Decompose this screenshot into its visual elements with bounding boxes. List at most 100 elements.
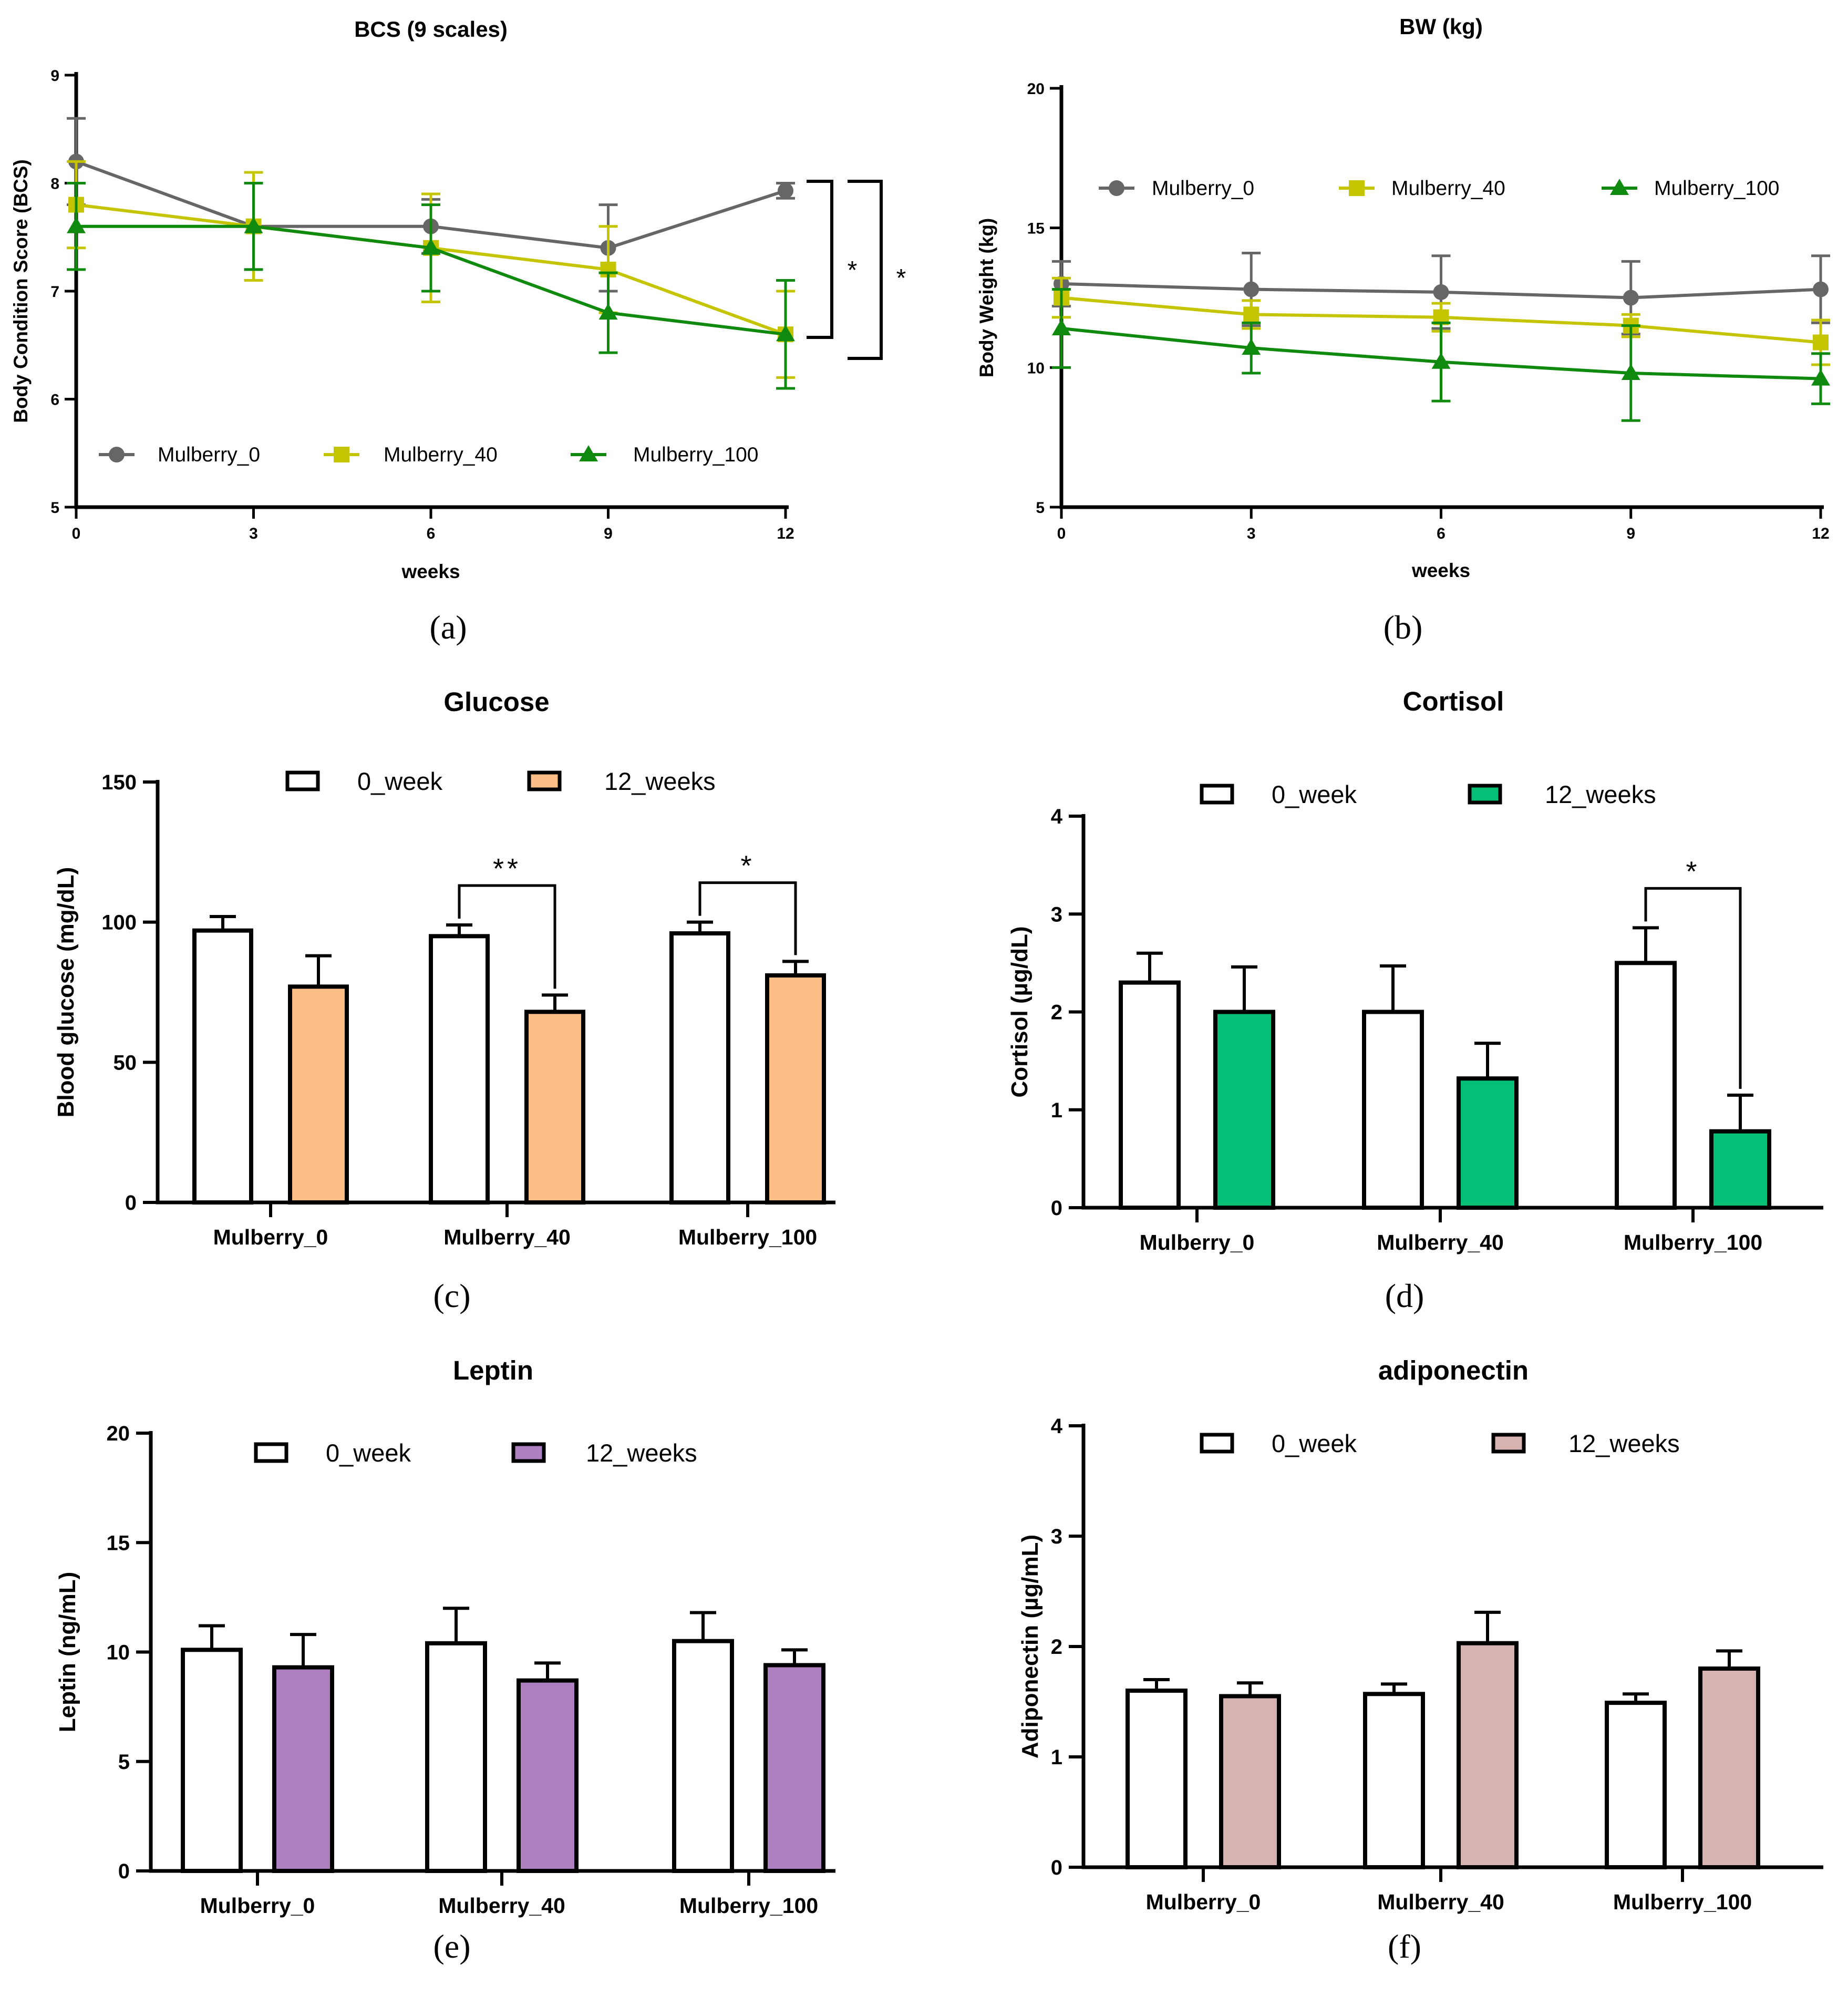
data-point [1813,334,1829,351]
chart-a: BCS (9 scales) 5 6 7 8 9 0 3 6 9 12 weeks Body Condi… [10,17,906,646]
data-point [1242,338,1261,355]
legend-label: Mulberry_40 [384,444,498,466]
panel-label: (c) [433,1277,470,1314]
chart-title: BCS (9 scales) [354,17,508,42]
y-tick-label: 2 [1051,1635,1062,1659]
series-12_weeks [1213,965,1771,1210]
legend-swatch [527,770,562,791]
x-tick-label: Mulberry_0 [1146,1890,1261,1914]
legend-swatch [1200,784,1234,805]
x-tick-label: Mulberry_40 [1377,1890,1504,1914]
y-tick-label: 7 [50,283,59,301]
bar [288,984,349,1205]
legend-label: Mulberry_40 [1391,177,1505,200]
x-tick-label: 12 [777,525,794,542]
legend-marker [334,447,349,462]
y-tick-label: 3 [1051,1525,1062,1548]
legend-label: 12_weeks [1545,780,1656,808]
x-tick-label: 9 [604,525,613,542]
panel-label: (f) [1388,1928,1421,1965]
series-0_week [192,915,730,1205]
data-point [1243,306,1259,323]
panel-label: (b) [1384,609,1423,646]
bar [272,1665,334,1874]
panel-label: (e) [433,1928,470,1965]
series-Mulberry_100 [67,182,795,390]
y-tick-label: 150 [101,771,137,794]
data-point [1431,352,1451,369]
data-point [1052,318,1071,335]
significance-marker: * [740,850,755,882]
x-tick-label: Mulberry_0 [1140,1230,1255,1254]
y-tick-label: 10 [107,1641,130,1664]
data-point [598,303,618,320]
y-tick-label: 0 [1051,1197,1062,1220]
bar [1363,1692,1425,1870]
legend-label: 0_week [1272,1429,1357,1457]
data-point [1813,281,1829,297]
bar [1457,1641,1519,1869]
bar [181,1648,243,1873]
y-tick-label: 10 [1027,359,1045,377]
x-tick-label: Mulberry_100 [1624,1230,1762,1254]
chart-title: Cortisol [1403,686,1504,716]
significance-marker: * [1686,856,1700,887]
significance-brackets: * * [807,180,906,360]
significance-bracket [807,180,833,339]
data-point [778,182,793,199]
legend-label: 12_weeks [604,767,716,795]
y-axis-label: Body Condition Score (BCS) [10,159,32,423]
y-tick-label: 2 [1051,1001,1062,1024]
x-axis-label: weeks [1411,560,1470,581]
significance-marker: * [896,264,906,292]
y-tick-label: 1 [1051,1099,1062,1122]
chart-title: Leptin [453,1355,533,1385]
legend-swatch [285,770,320,791]
significance-bracket-Mulberry_100: * [698,850,797,955]
legend-label: Mulberry_0 [158,444,260,466]
y-axis-label: Adiponectin (µg/mL) [1017,1535,1043,1758]
x-tick-label: Mulberry_100 [678,1225,817,1249]
legend-marker [1349,180,1365,196]
y-tick-label: 15 [1027,220,1045,238]
x-tick-label: 0 [1057,525,1066,542]
legend-swatch [1468,784,1502,805]
bar [1219,1694,1281,1869]
chart-title: BW (kg) [1399,14,1483,39]
bar [429,934,490,1205]
legend-label: Mulberry_100 [633,444,758,466]
data-point [776,325,795,342]
x-tick-label: 12 [1812,525,1829,542]
chart-f: adiponectin 0 1 2 3 4 Mulberry_0 Mulberry_40 Mul… [1017,1355,1823,1965]
legend-label: Mulberry_0 [1152,177,1254,200]
chart-b: BW (kg) 5 10 15 20 0 3 6 9 12 weeks Body Weight (kg… [976,14,1830,646]
y-axis-label: Body Weight (kg) [976,218,997,378]
legend-label: 12_weeks [586,1439,697,1467]
significance-bracket [458,884,556,989]
y-tick-label: 1 [1051,1746,1062,1769]
panel-label: (d) [1385,1277,1424,1314]
y-tick-label: 0 [125,1191,137,1215]
significance-marker: * [848,256,858,284]
y-tick-label: 5 [118,1751,130,1774]
x-tick-label: Mulberry_40 [1377,1230,1504,1254]
legend-label: Mulberry_100 [1654,177,1779,200]
y-tick-label: 4 [1051,1415,1063,1438]
y-tick-label: 20 [107,1422,130,1445]
y-axis-label: Leptin (ng/mL) [55,1572,80,1733]
bar [1698,1666,1760,1869]
y-tick-label: 5 [50,499,59,517]
significance-marker: ** [493,853,521,884]
significance-bracket [848,180,883,360]
series-12_weeks [1219,1610,1760,1869]
series-0_week [181,1607,734,1874]
legend-label: 0_week [1272,780,1357,808]
series-12_weeks [272,1633,825,1874]
data-point [421,238,440,255]
y-axis-label: Cortisol (µg/dL) [1007,927,1033,1098]
y-tick-label: 6 [50,392,59,409]
x-tick-label: Mulberry_40 [438,1894,565,1918]
data-point [244,217,263,233]
x-axis-label: weeks [401,561,460,582]
bar [1457,1076,1519,1210]
